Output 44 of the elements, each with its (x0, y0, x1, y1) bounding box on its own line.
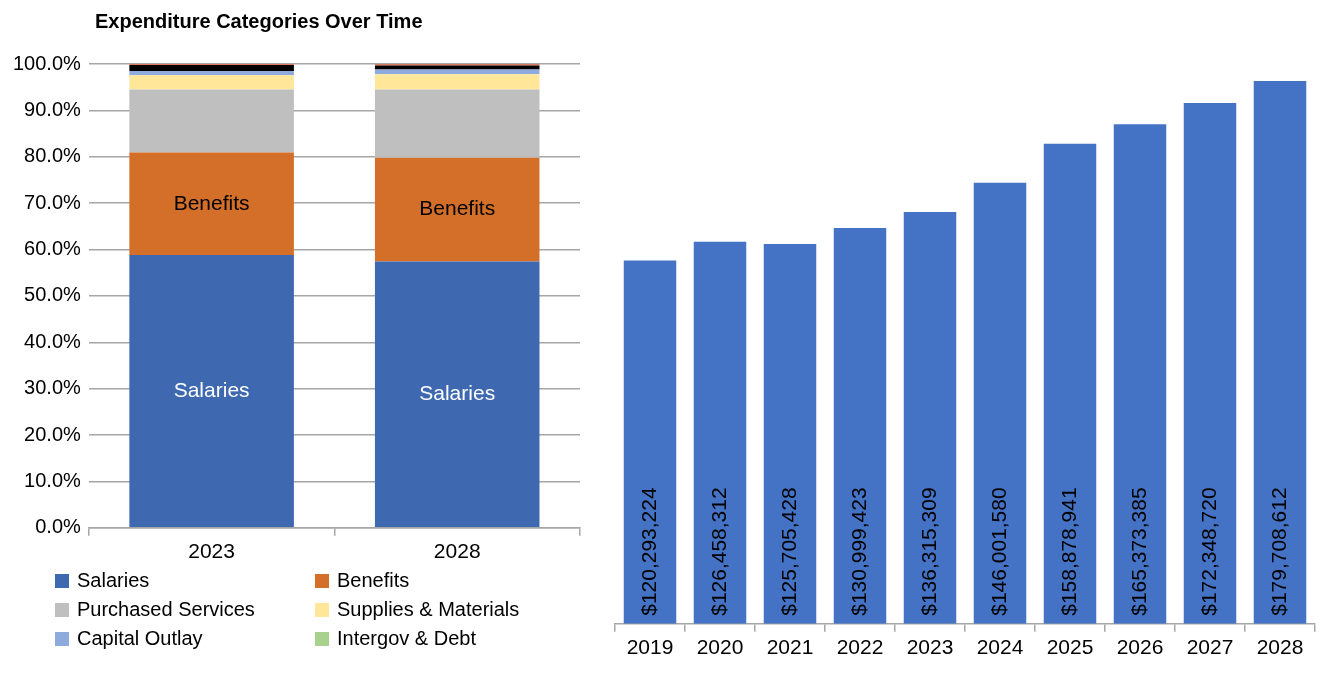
x-tick-label: 2027 (1186, 635, 1234, 659)
legend-label: Benefits (336, 569, 411, 592)
data-label: $179,708,612 (1266, 487, 1290, 616)
y-tick-label: 50.0% (24, 283, 82, 306)
data-label: $172,348,720 (1196, 487, 1220, 616)
x-tick-label: 2026 (1116, 635, 1164, 659)
x-tick-label: 2020 (696, 635, 744, 659)
x-tick-label: 2021 (766, 635, 814, 659)
y-tick-label: 70.0% (24, 190, 82, 213)
legend-label: Purchased Services (76, 598, 256, 621)
legend-label: Capital Outlay (76, 627, 204, 650)
y-tick-label: 20.0% (24, 422, 82, 445)
y-tick-label: 90.0% (24, 97, 82, 120)
legend-label: Salaries (76, 569, 151, 592)
data-label: Salaries (173, 377, 250, 401)
y-tick-label: 80.0% (24, 144, 82, 167)
y-tick-label: 100.0% (12, 51, 82, 74)
x-tick-label: 2023 (188, 539, 235, 563)
x-tick-label: 2022 (836, 635, 884, 659)
data-label: $125,705,428 (776, 487, 800, 616)
x-tick-label: 2028 (1256, 635, 1304, 659)
data-label: Salaries (419, 381, 496, 405)
chart-title: Expenditure Categories Over Time (94, 9, 424, 34)
data-label: $165,373,385 (1126, 487, 1150, 616)
y-tick-label: 40.0% (24, 329, 82, 352)
data-label: $130,999,423 (846, 487, 870, 616)
data-label: $120,293,224 (636, 487, 660, 616)
y-tick-label: 10.0% (24, 468, 82, 491)
y-tick-label: 60.0% (24, 237, 82, 260)
y-tick-label: 0.0% (35, 515, 82, 538)
legend-label: Intergov & Debt (336, 627, 477, 650)
y-tick-label: 30.0% (24, 376, 82, 399)
x-tick-label: 2028 (433, 539, 481, 563)
data-label: $146,001,580 (986, 487, 1010, 616)
data-label: $126,458,312 (706, 487, 730, 616)
data-label: $158,878,941 (1056, 487, 1080, 616)
x-tick-label: 2024 (976, 635, 1024, 659)
x-tick-label: 2025 (1046, 635, 1094, 659)
data-label: $136,315,309 (916, 487, 940, 616)
data-label: Benefits (419, 196, 496, 220)
x-tick-label: 2019 (626, 635, 674, 659)
data-label: Benefits (173, 190, 250, 214)
legend-label: Supplies & Materials (336, 598, 521, 621)
x-tick-label: 2023 (906, 635, 954, 659)
